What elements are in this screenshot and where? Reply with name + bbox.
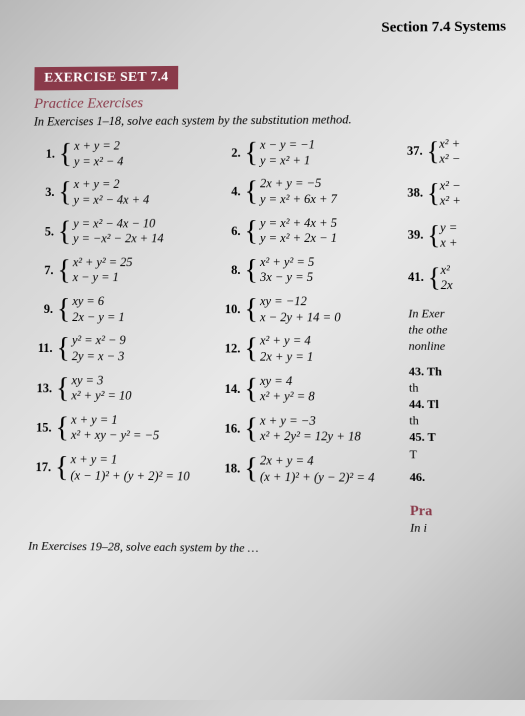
instructions: In Exercises 1–18, solve each system by …: [34, 111, 518, 129]
problem-37: 37.{x² +x² −: [407, 136, 518, 166]
side-text: In Exer the othe nonline: [408, 305, 521, 355]
right-column: 37.{x² +x² − 38.{x² −x² + 39.{y =x + 41.…: [407, 136, 524, 536]
problem-17: 17.{x + y = 1(x − 1)² + (y + 2)² = 10: [29, 452, 210, 485]
problem-14: 14.{xy = 4x² + y² = 8: [218, 373, 401, 405]
problem-39: 39.{y =x +: [408, 220, 520, 250]
pra-label: Pra: [410, 504, 524, 522]
practice-label: Practice Exercises: [34, 93, 517, 113]
middle-column: 2.{x − y = −1y = x² + 1 4.{2x + y = −5y …: [218, 137, 402, 536]
problem-38: 38.{x² −x² +: [407, 178, 519, 208]
problem-13: 13.{xy = 3x² + y² = 10: [30, 373, 210, 405]
problem-5: 5.{y = x² − 4x − 10y = −x² − 2x + 14: [32, 216, 211, 247]
side-list: 43. Th th 44. Tl th 45. T T 46.: [409, 363, 523, 486]
in-label: In i: [410, 520, 524, 537]
problem-4: 4.{2x + y = −5y = x² + 6x + 7: [219, 176, 400, 208]
footer-instructions: In Exercises 19–28, solve each system by…: [28, 538, 524, 558]
problem-6: 6.{y = x² + 4x + 5y = x² + 2x − 1: [219, 215, 400, 247]
textbook-page: Section 7.4 Systems EXERCISE SET 7.4 Pra…: [0, 1, 525, 716]
problem-11: 11.{y² = x² − 92y = x − 3: [31, 333, 211, 365]
problem-1: 1.{x + y = 2y = x² − 4: [33, 138, 211, 170]
problem-16: 16.{x + y = −3x² + 2y² = 12y + 18: [218, 413, 401, 446]
problem-2: 2.{x − y = −1y = x² + 1: [219, 137, 399, 169]
problem-9: 9.{xy = 62x − y = 1: [31, 294, 210, 325]
problem-columns: 1.{x + y = 2y = x² − 4 3.{x + y = 2y = x…: [28, 136, 523, 536]
problem-8: 8.{x² + y² = 53x − y = 5: [218, 255, 399, 287]
exercise-set-title: EXERCISE SET 7.4: [34, 66, 178, 91]
problem-10: 10.{xy = −12x − 2y + 14 = 0: [218, 294, 400, 326]
problem-7: 7.{x² + y² = 25x − y = 1: [32, 255, 211, 286]
left-column: 1.{x + y = 2y = x² − 4 3.{x + y = 2y = x…: [28, 138, 211, 534]
section-header: Section 7.4 Systems: [35, 19, 516, 40]
problem-18: 18.{2x + y = 4(x + 1)² + (y − 2)² = 4: [218, 453, 402, 486]
problem-12: 12.{x² + y = 42x + y = 1: [218, 334, 400, 366]
problem-15: 15.{x + y = 1x² + xy − y² = −5: [30, 412, 211, 445]
problem-41: 41.{x²2x: [408, 263, 520, 293]
problem-3: 3.{x + y = 2y = x² − 4x + 4: [33, 177, 211, 209]
